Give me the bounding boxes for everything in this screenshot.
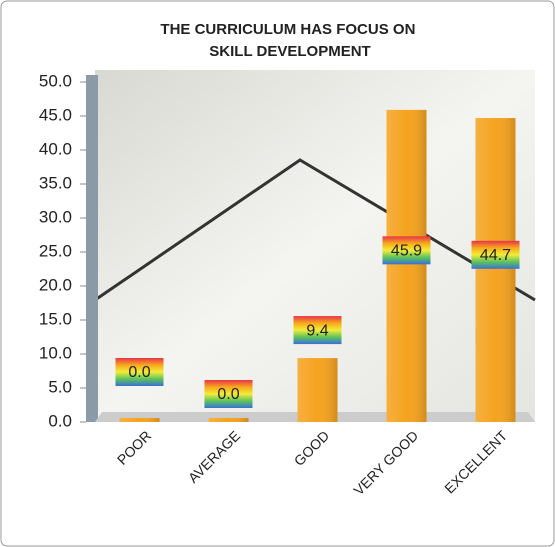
y-tick-label: 10.0 <box>39 343 72 362</box>
value-label-box <box>204 380 253 408</box>
title-line: THE CURRICULUM HAS FOCUS ON <box>160 21 415 38</box>
decoration <box>94 158 536 302</box>
value-label: 9.4 <box>306 322 328 339</box>
value-label: 45.9 <box>391 243 422 260</box>
value-label: 0.0 <box>217 386 239 403</box>
bar-shade <box>208 418 249 422</box>
y-tick-label: 25.0 <box>39 241 72 260</box>
title-line: SKILL DEVELOPMENT <box>209 43 370 60</box>
y-tick-label: 0.0 <box>48 411 72 430</box>
value-label-box <box>115 358 164 386</box>
value-label: 44.7 <box>480 247 511 264</box>
y-tick-label: 20.0 <box>39 275 72 294</box>
y-tick-label: 50.0 <box>39 71 72 90</box>
y-tick-label: 15.0 <box>39 309 72 328</box>
bar-shade <box>119 418 160 422</box>
y-tick-label: 40.0 <box>39 139 72 158</box>
bar-shade <box>297 358 338 422</box>
y-tick-label: 5.0 <box>48 377 72 396</box>
side-wall <box>86 75 98 422</box>
value-label-box <box>471 240 520 269</box>
y-tick-label: 30.0 <box>39 207 72 226</box>
value-label: 0.0 <box>128 364 150 381</box>
y-tick-label: 45.0 <box>39 105 72 124</box>
chart-title: THE CURRICULUM HAS FOCUS ON SKILL DEVELO… <box>160 21 419 60</box>
value-label-box <box>382 236 431 265</box>
y-tick-label: 35.0 <box>39 173 72 192</box>
bar-shade <box>475 118 516 422</box>
value-label-box <box>293 316 342 345</box>
bar-shade <box>386 109 427 422</box>
